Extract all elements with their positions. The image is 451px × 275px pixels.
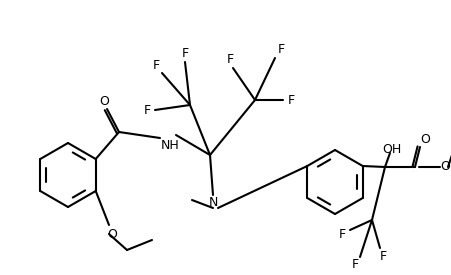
Text: F: F <box>338 229 345 241</box>
Text: O: O <box>439 161 449 174</box>
Text: F: F <box>181 46 188 59</box>
Text: F: F <box>277 43 284 56</box>
Text: NH: NH <box>160 139 179 152</box>
Text: O: O <box>107 227 117 241</box>
Text: O: O <box>99 95 109 108</box>
Text: F: F <box>143 103 150 117</box>
Text: N: N <box>208 196 217 208</box>
Text: F: F <box>226 53 233 65</box>
Text: F: F <box>351 258 358 271</box>
Text: F: F <box>152 59 159 72</box>
Text: O: O <box>419 133 429 145</box>
Text: F: F <box>287 94 294 106</box>
Text: F: F <box>378 249 386 263</box>
Text: OH: OH <box>382 142 401 155</box>
